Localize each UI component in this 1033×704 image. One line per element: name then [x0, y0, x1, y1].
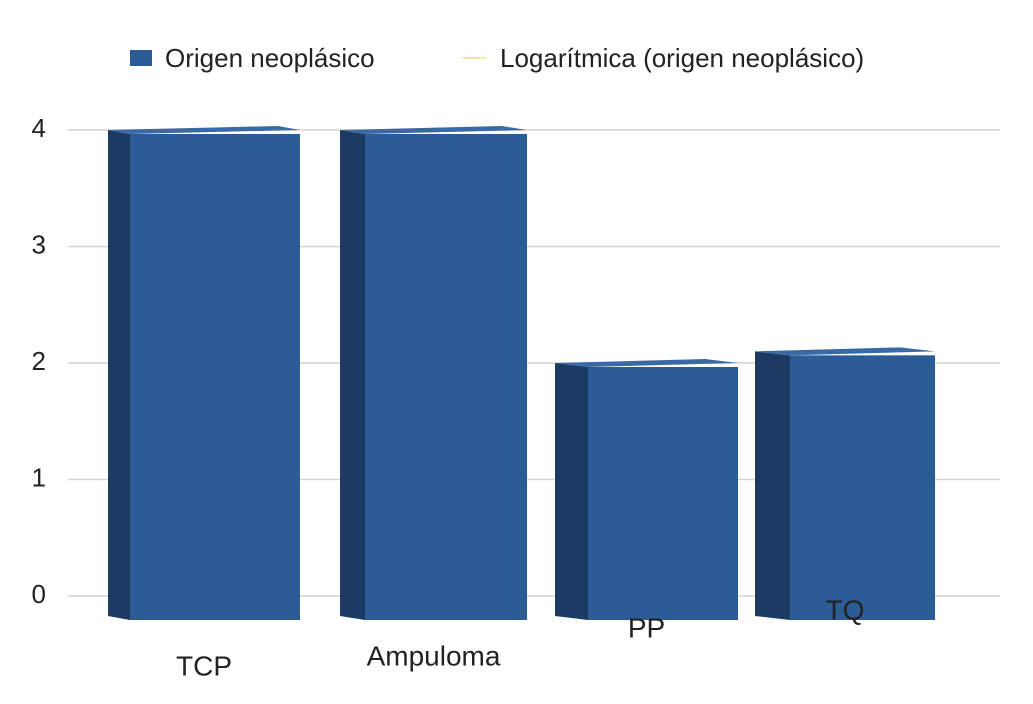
bar-top [555, 359, 738, 367]
bar-side [755, 351, 790, 620]
bar-top [108, 126, 300, 134]
x-tick-label: TCP [176, 650, 232, 681]
bar [130, 134, 300, 620]
y-tick-label: 3 [32, 229, 46, 259]
y-tick-label: 0 [32, 579, 46, 609]
x-tick-label: TQ [826, 594, 865, 625]
legend-label: Logarítmica (origen neoplásico) [500, 43, 864, 73]
x-tick-label: Ampuloma [367, 640, 501, 671]
bar-top [340, 126, 527, 134]
bar-side [555, 363, 588, 620]
y-tick-label: 1 [32, 462, 46, 492]
bar [588, 367, 738, 620]
bar-side [340, 130, 365, 620]
legend-label: Origen neoplásico [165, 43, 375, 73]
legend-swatch [130, 50, 152, 66]
x-tick-label: PP [628, 612, 665, 643]
bar-top [755, 347, 935, 356]
y-tick-label: 4 [32, 113, 46, 143]
bar [365, 134, 527, 620]
bar-side [108, 130, 130, 620]
bar [790, 355, 935, 620]
y-tick-label: 2 [32, 346, 46, 376]
